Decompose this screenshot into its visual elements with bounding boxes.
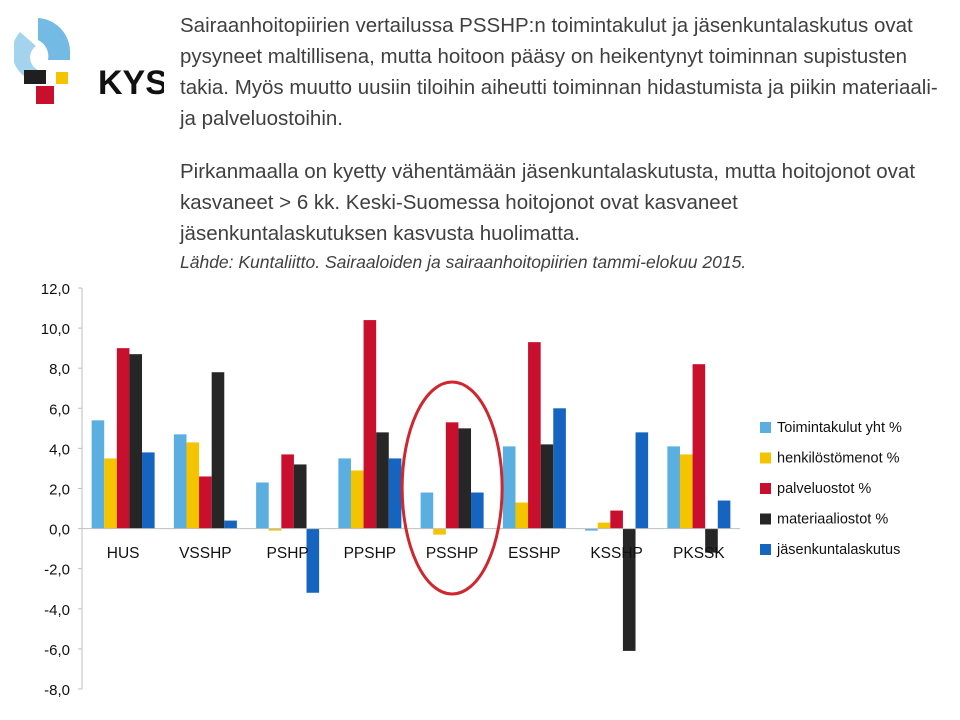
slide-note: Pirkanmaalla on kyetty vähentämään jäsen… — [180, 160, 916, 245]
bar — [553, 408, 566, 529]
y-tick-label: -4,0 — [44, 602, 70, 619]
legend: Toimintakulut yht % henkilöstömenot % palv… — [760, 420, 902, 558]
bar — [502, 446, 516, 529]
bar — [173, 434, 187, 529]
bar — [388, 458, 402, 529]
y-tick-label: 0,0 — [49, 522, 70, 539]
bar — [610, 510, 623, 529]
axes — [81, 288, 740, 689]
bar — [224, 520, 237, 529]
y-tick-label: 6,0 — [49, 401, 70, 418]
bar — [471, 492, 484, 529]
highlight-ellipse — [400, 380, 504, 596]
bar — [142, 452, 155, 529]
y-tick-label: 4,0 — [49, 441, 70, 458]
legend-label: jäsenkuntalaskutus — [776, 542, 900, 558]
bar — [433, 528, 446, 535]
y-tick-label: 8,0 — [49, 361, 70, 378]
bar — [186, 442, 200, 529]
bar — [199, 476, 212, 529]
bar — [211, 372, 225, 529]
bar — [597, 522, 611, 529]
y-axis-ticks: 12,0 10,0 8,0 6,0 4,0 2,0 0,0 -2,0 -4,0 -6,0 -8,0 — [41, 281, 82, 699]
bar — [515, 502, 529, 529]
bar — [445, 422, 459, 529]
category-label: PSSHP — [426, 545, 479, 562]
bar — [129, 354, 143, 529]
category-label: PSHP — [267, 545, 309, 562]
bar — [717, 500, 731, 529]
bars — [91, 320, 731, 651]
kys-logo-icon: KYS — [14, 18, 164, 104]
bar — [256, 482, 269, 529]
legend-swatch — [760, 544, 771, 555]
bar — [540, 444, 554, 529]
slide-title: Sairaanhoitopiirien vertailussa PSSHP:n … — [180, 14, 938, 130]
y-tick-label: -6,0 — [44, 642, 70, 659]
bar — [667, 446, 680, 529]
bar — [116, 348, 130, 529]
bar — [458, 428, 472, 529]
category-label: HUS — [107, 545, 140, 562]
legend-swatch — [760, 513, 771, 525]
category-label: PKSSK — [673, 545, 725, 562]
legend-swatch — [760, 422, 771, 433]
legend-label: Toimintakulut yht % — [777, 420, 902, 436]
category-label: VSSHP — [179, 545, 232, 562]
bar — [585, 528, 598, 531]
slide-text: Sairaanhoitopiirien vertailussa PSSHP:n … — [180, 10, 950, 275]
bar — [338, 458, 351, 529]
category-labels: HUS VSSHP PSHP PPSHP PSSHP ESSHP KSSHP PKSSK — [107, 545, 726, 562]
bar — [679, 454, 693, 529]
bar — [528, 342, 541, 529]
bar — [293, 464, 307, 529]
bar — [306, 528, 320, 593]
highlight-ellipse — [400, 380, 504, 596]
category-label: PPSHP — [344, 545, 397, 562]
kys-logo-text: KYS — [98, 64, 164, 102]
bar — [350, 470, 364, 529]
legend-swatch — [760, 483, 771, 494]
bar — [376, 432, 389, 529]
y-tick-label: 12,0 — [41, 281, 70, 298]
y-tick-label: 10,0 — [41, 321, 70, 338]
legend-label: materiaaliostot % — [777, 512, 888, 528]
bar — [268, 528, 282, 531]
legend-label: henkilöstömenot % — [777, 451, 900, 467]
bar — [281, 454, 294, 529]
bar — [705, 528, 718, 553]
category-label: ESSHP — [508, 545, 561, 562]
legend-swatch — [760, 452, 771, 464]
y-tick-label: -8,0 — [44, 682, 70, 699]
y-tick-label: 2,0 — [49, 482, 70, 499]
bar — [692, 364, 706, 529]
bar — [622, 528, 636, 651]
bar — [363, 320, 377, 529]
bar — [420, 492, 434, 529]
legend-label: palveluostot % — [777, 481, 871, 497]
category-label: KSSHP — [590, 545, 643, 562]
bar — [635, 432, 649, 529]
y-tick-label: -2,0 — [44, 562, 70, 579]
bar — [91, 420, 105, 529]
bar — [104, 458, 117, 529]
source-note: Lähde: Kuntaliitto. Sairaaloiden ja sair… — [180, 252, 747, 272]
